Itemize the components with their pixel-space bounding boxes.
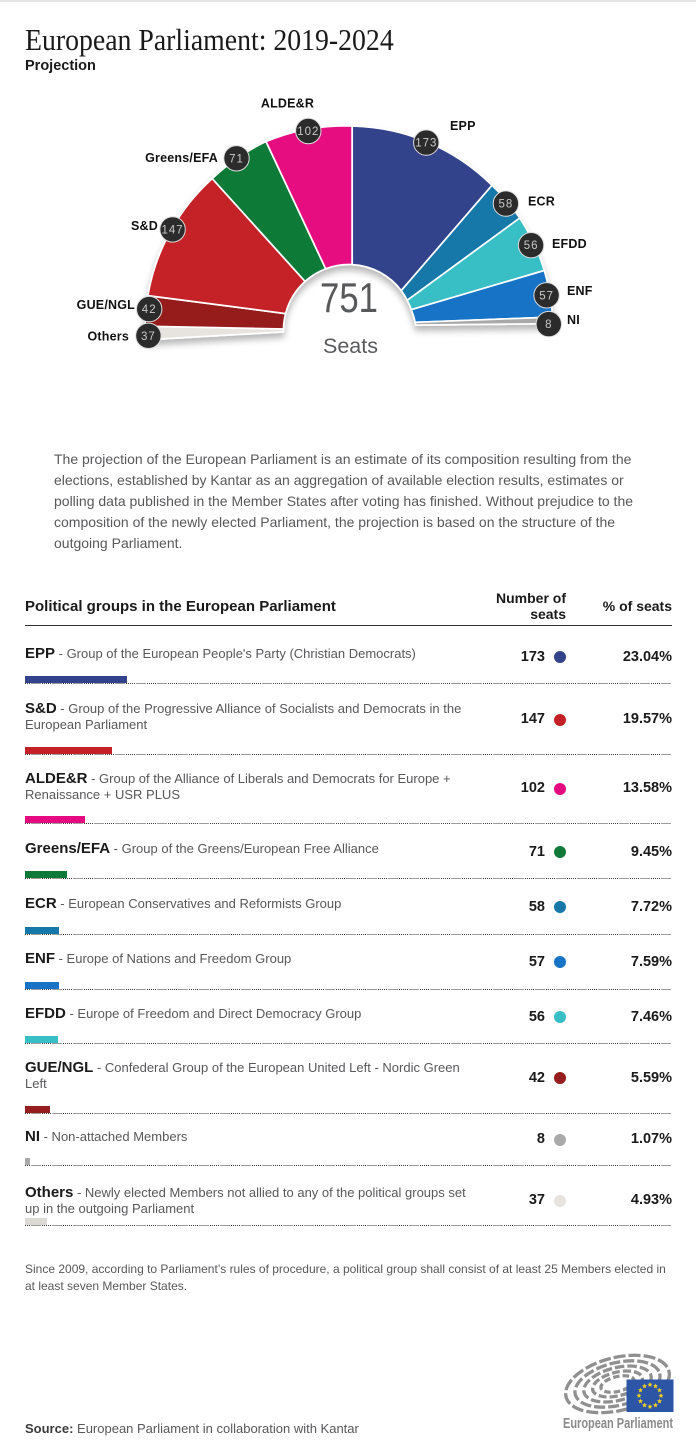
- svg-text:EFDD: EFDD: [552, 237, 587, 251]
- svg-text:S&D: S&D: [131, 219, 158, 233]
- svg-text:European Parliament: European Parliament: [563, 1415, 673, 1432]
- svg-text:71: 71: [229, 153, 244, 165]
- svg-text:GUE/NGL: GUE/NGL: [77, 298, 136, 312]
- svg-text:751: 751: [320, 274, 378, 321]
- svg-text:EPP: EPP: [450, 119, 476, 133]
- svg-text:ENF: ENF: [567, 284, 593, 298]
- svg-text:102: 102: [297, 126, 319, 138]
- svg-text:8: 8: [545, 319, 552, 331]
- svg-text:58: 58: [499, 199, 514, 211]
- svg-text:173: 173: [415, 138, 437, 150]
- svg-text:56: 56: [524, 240, 539, 252]
- svg-text:ALDE&R: ALDE&R: [261, 97, 314, 111]
- svg-text:ECR: ECR: [528, 195, 555, 209]
- svg-text:Greens/EFA: Greens/EFA: [145, 151, 218, 165]
- svg-text:147: 147: [162, 224, 184, 236]
- svg-text:Others: Others: [88, 330, 130, 344]
- svg-text:NI: NI: [567, 313, 580, 327]
- svg-text:42: 42: [142, 304, 157, 316]
- svg-text:57: 57: [539, 290, 554, 302]
- svg-text:37: 37: [141, 331, 156, 343]
- svg-text:Seats: Seats: [323, 334, 378, 358]
